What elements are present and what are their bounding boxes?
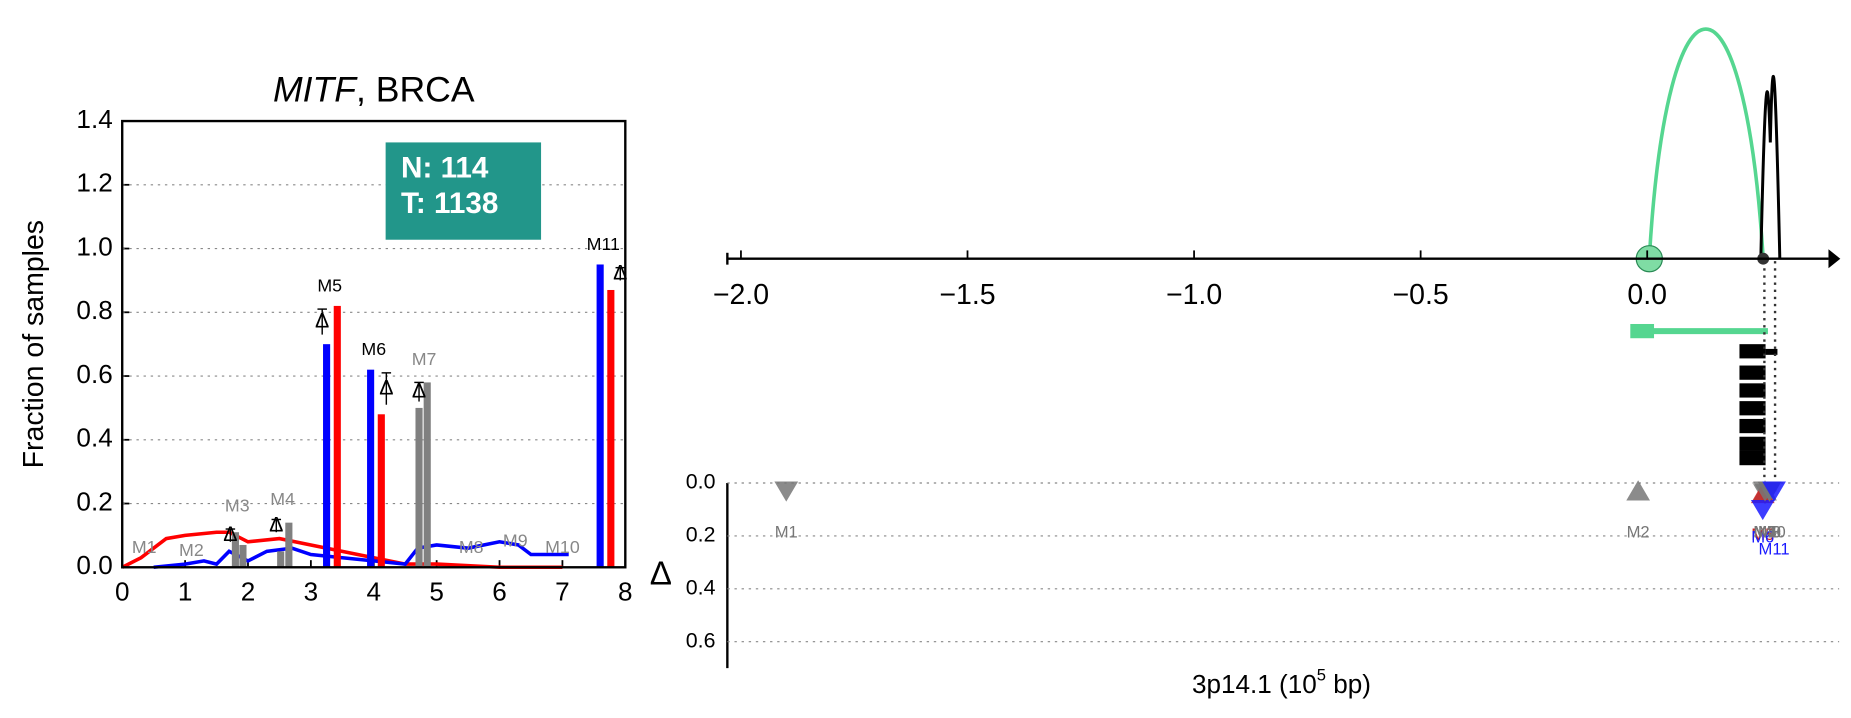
bar: [231, 532, 239, 568]
bar: [323, 344, 331, 568]
delta-marker: [1626, 480, 1651, 501]
x-tick-label: 5: [429, 576, 444, 606]
gene-start: [1630, 323, 1655, 339]
bar: [415, 407, 423, 568]
marker-label: M5: [1751, 525, 1774, 544]
info-box: [385, 142, 542, 240]
marker-label: M7: [1753, 523, 1776, 542]
y-tick-label: 0.6: [686, 628, 716, 652]
y-tick-label: 0.2: [686, 523, 716, 547]
bar: [333, 305, 341, 568]
exons: [1739, 344, 1778, 466]
marker-label: M3: [1753, 523, 1776, 542]
x-tick-label: 6: [492, 576, 507, 606]
marker-label: M10: [1753, 523, 1785, 542]
bar: [367, 369, 375, 568]
marker-label: M1: [132, 537, 157, 557]
delta-marker: Δ: [613, 261, 627, 285]
x-tick-label: −1.0: [1166, 279, 1222, 311]
chart-title: MITF, BRCA: [273, 70, 475, 110]
bar: [285, 522, 293, 568]
x-tick-label: 8: [618, 576, 633, 606]
marker-label: M9: [1758, 523, 1781, 542]
x-axis-label: 3p14.1 (105 bp): [1192, 666, 1371, 699]
bar: [607, 289, 615, 568]
plot-frame: [121, 119, 627, 569]
y-tick-label: 0.0: [686, 470, 716, 494]
marker-label: M2: [1627, 523, 1650, 542]
delta-marker: Δ: [379, 375, 393, 399]
bar: [596, 264, 604, 568]
x-tick-label: 3: [304, 576, 319, 606]
x-tick-label: 0: [115, 576, 130, 606]
y-tick-label: 0.6: [76, 359, 112, 389]
marker-label: M11: [587, 234, 620, 254]
title-gene: MITF: [273, 70, 358, 110]
y-tick-label: 0.4: [686, 575, 716, 599]
x-tick-label: 1: [178, 576, 193, 606]
marker-label: M9: [503, 530, 528, 550]
bar: [239, 544, 247, 568]
info-text: N: 114: [401, 152, 489, 185]
marker-label: M6: [1751, 527, 1774, 546]
marker-label: M8: [459, 537, 484, 557]
marker-label: M11: [1759, 539, 1790, 558]
y-tick-label: 1.4: [76, 104, 112, 134]
delta-marker: [1750, 499, 1775, 521]
y-tick-label: 0.4: [76, 423, 112, 453]
x-label-sup: 5: [1317, 666, 1326, 685]
marker-label: M2: [179, 540, 204, 560]
bar: [377, 414, 385, 568]
y-tick-label: 1.0: [76, 231, 112, 261]
density-line: [153, 539, 569, 570]
x-tick-label: 7: [555, 576, 570, 606]
marker-label: M1: [775, 523, 798, 542]
marker-label: M3: [225, 495, 250, 515]
delta-marker: Δ: [269, 512, 283, 536]
x-tick-label: 2: [241, 576, 256, 606]
black-arc: [1759, 75, 1782, 259]
marker-label: M10: [545, 537, 580, 557]
marker-label: M5: [317, 275, 342, 295]
delta-marker: Δ: [412, 379, 426, 403]
delta-marker: [774, 481, 799, 502]
x-label-end: bp): [1326, 669, 1371, 699]
x-tick-label: 0.0: [1627, 279, 1667, 311]
green-arc: [1647, 27, 1765, 259]
y-axis-label: Fraction of samples: [18, 220, 50, 468]
title-rest: , BRCA: [356, 70, 475, 110]
marker-label: M6: [361, 339, 386, 359]
bar: [277, 551, 285, 568]
marker-label: M4: [270, 489, 295, 509]
x-label-main: 3p14.1 (10: [1192, 669, 1317, 699]
x-tick-label: −0.5: [1393, 279, 1449, 311]
bar: [423, 382, 431, 568]
y-tick-label: 0.0: [76, 550, 112, 580]
axis-arrow: [1828, 249, 1841, 269]
y-tick-label: 0.8: [76, 295, 112, 325]
x-tick-label: −2.0: [713, 279, 769, 311]
info-text: T: 1138: [401, 187, 498, 220]
delta-marker: Δ: [315, 308, 329, 332]
x-tick-label: −1.5: [939, 279, 995, 311]
delta-marker: Δ: [223, 522, 237, 546]
marker-label: M4: [1753, 523, 1776, 542]
marker-label: M7: [412, 349, 437, 369]
marker-label: M8: [1758, 523, 1781, 542]
y-tick-label: 1.2: [76, 168, 112, 198]
y-axis-label: Δ: [650, 555, 672, 592]
delta-marker: [1762, 481, 1786, 502]
y-tick-label: 0.2: [76, 486, 112, 516]
x-tick-label: 4: [367, 576, 382, 606]
